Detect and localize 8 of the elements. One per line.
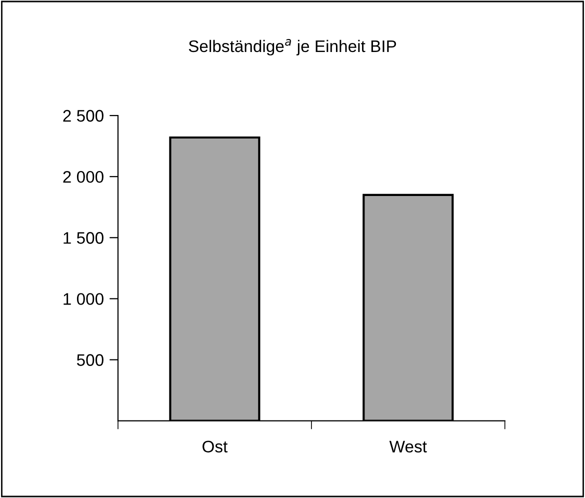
y-tick-label: 500: [76, 354, 104, 366]
x-tick-label: Ost: [202, 440, 228, 452]
y-tick-label: 1 500: [64, 232, 104, 244]
x-tick-label: West: [389, 440, 427, 452]
chart-title: Selbständige$^{a}$ je Einheit BIP: [188, 39, 396, 56]
y-tick-label: 2 000: [63, 170, 104, 183]
y-tick-label: 2 500: [63, 110, 104, 122]
y-tick-label: 1 000: [64, 293, 104, 305]
